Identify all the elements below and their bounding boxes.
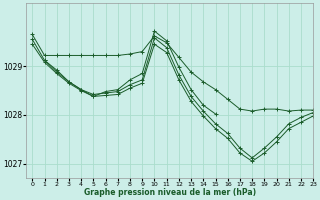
X-axis label: Graphe pression niveau de la mer (hPa): Graphe pression niveau de la mer (hPa) [84, 188, 256, 197]
